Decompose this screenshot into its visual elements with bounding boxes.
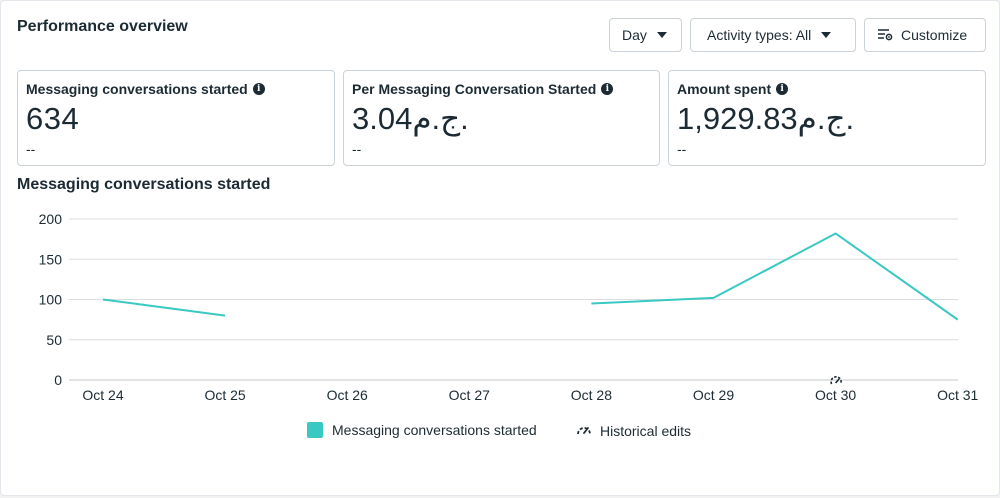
- info-icon[interactable]: i: [252, 83, 265, 95]
- x-tick-label: Oct 29: [693, 387, 734, 403]
- gauge-edit-icon: [577, 427, 591, 435]
- legend-historical-label: Historical edits: [600, 423, 692, 439]
- legend-series-label: Messaging conversations started: [332, 422, 537, 438]
- customize-button[interactable]: Customize: [864, 18, 986, 52]
- day-dropdown-label: Day: [622, 27, 647, 43]
- info-icon[interactable]: i: [776, 83, 789, 95]
- legend-item-historical-edits[interactable]: Historical edits: [575, 422, 691, 440]
- x-tick-label: Oct 24: [82, 387, 123, 403]
- metric-card-cost-per-conversation: Per Messaging Conversation Started i 3.0…: [343, 70, 660, 166]
- series-line: [102, 298, 226, 317]
- day-dropdown-button[interactable]: Day: [609, 18, 682, 52]
- caret-down-icon: [821, 32, 832, 38]
- historical-edit-marker[interactable]: [830, 376, 842, 385]
- series-line: [591, 232, 959, 321]
- x-tick-label: Oct 31: [937, 387, 978, 403]
- y-tick-label: 100: [39, 292, 63, 308]
- metric-value: 3.04ج.م.: [352, 101, 469, 136]
- metric-change: --: [677, 141, 687, 157]
- y-tick-label: 200: [39, 211, 63, 227]
- metric-label: Per Messaging Conversation Started: [352, 81, 597, 97]
- chart-title: Messaging conversations started: [17, 176, 271, 193]
- sliders-gear-icon: [878, 29, 893, 41]
- x-tick-label: Oct 27: [449, 387, 490, 403]
- page-title: Performance overview: [17, 18, 188, 35]
- y-tick-label: 50: [46, 332, 62, 348]
- metric-change: --: [26, 141, 36, 157]
- x-tick-label: Oct 25: [204, 387, 245, 403]
- x-tick-label: Oct 28: [571, 387, 612, 403]
- line-chart: 0 50 100 150 200 Oct 24 Oct 25 Oct 26 Oct 27 Oct …: [39, 211, 979, 403]
- metric-label: Messaging conversations started: [26, 81, 248, 97]
- customize-label: Customize: [901, 27, 968, 43]
- metric-value: 634: [26, 101, 80, 136]
- x-tick-label: Oct 26: [327, 387, 368, 403]
- y-tick-label: 150: [39, 251, 63, 267]
- metric-change: --: [352, 141, 362, 157]
- activity-types-label: Activity types: All: [707, 27, 812, 43]
- metric-card-conversations: Messaging conversations started i 634 --: [17, 70, 335, 166]
- metric-value: 1,929.83ج.م.: [677, 101, 855, 136]
- legend-swatch: [307, 422, 323, 438]
- metric-card-amount-spent: Amount spent i 1,929.83ج.م. --: [668, 70, 986, 166]
- caret-down-icon: [656, 32, 667, 38]
- y-tick-label: 0: [54, 372, 62, 388]
- legend-item-series[interactable]: Messaging conversations started: [307, 422, 537, 438]
- metric-label: Amount spent: [677, 81, 772, 97]
- activity-types-dropdown-button[interactable]: Activity types: All: [690, 18, 856, 52]
- info-icon[interactable]: i: [601, 83, 614, 95]
- x-tick-label: Oct 30: [815, 387, 856, 403]
